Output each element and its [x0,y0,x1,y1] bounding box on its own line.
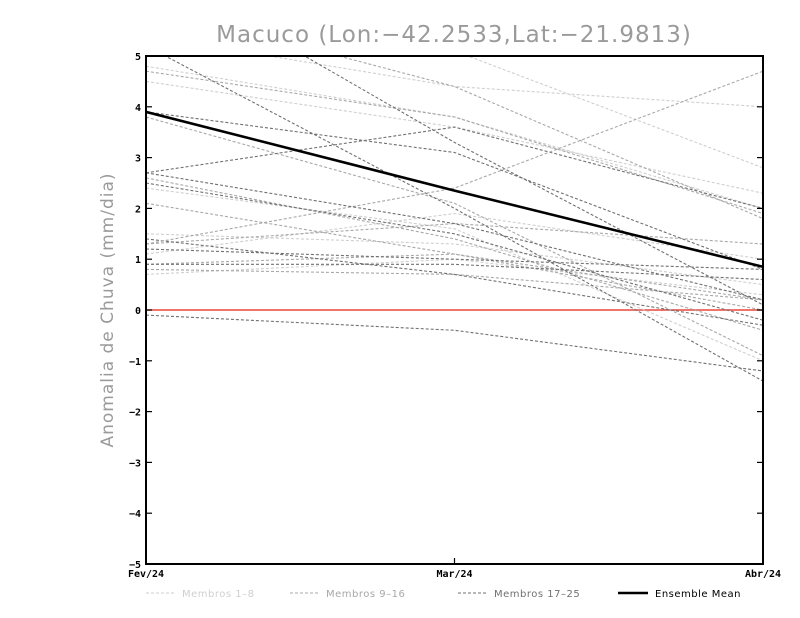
member-line-11 [146,223,763,245]
member-line-20 [303,56,763,306]
member-line-3 [265,56,763,108]
member-line-19 [164,56,763,382]
member-line-24 [146,182,763,321]
legend-item-3: Membros 17–25 [458,589,580,600]
member-line-21 [146,263,763,281]
y-tick-label: 3 [135,154,141,165]
member-line-23 [146,314,763,372]
ensemble-mean-line [146,110,763,269]
member-line-15 [146,116,763,357]
x-tick-label: Mar/24 [436,569,472,580]
member-line-5 [146,187,763,362]
y-tick-label: 1 [135,255,141,266]
x-axis: Fev/24 Mar/24 Abr/24 [128,558,781,580]
series-layer [146,56,763,382]
y-tick-label: −1 [129,357,141,368]
member-line-8 [146,233,763,286]
member-line-25 [146,248,763,270]
legend-label: Membros 1–8 [182,589,255,600]
y-tick-label: 5 [135,52,141,63]
y-tick-label: 0 [135,306,141,317]
y-tick-label: −5 [129,560,141,571]
legend-item-2: Membros 9–16 [290,589,405,600]
member-line-22 [146,238,763,326]
y-tick-label: 2 [135,204,141,215]
y-tick-label: 4 [135,103,141,114]
member-line-9 [146,70,763,215]
legend-item-1: Membros 1–8 [146,589,255,600]
y-axis-label: Anomalia de Chuva (mm/dia) [98,172,118,447]
member-line-12 [146,253,763,301]
member-line-26 [146,70,763,245]
member-line-27 [146,172,763,301]
member-line-14 [336,56,763,220]
y-axis: 5 4 3 2 1 0 −1 −2 −3 −4 −5 [129,52,763,571]
legend-item-4: Ensemble Mean [618,589,741,600]
x-tick-label: Fev/24 [128,569,164,580]
legend-label: Membros 9–16 [326,589,405,600]
y-tick-label: −2 [129,408,141,419]
member-line-18 [146,111,763,270]
member-line-17 [146,126,763,209]
y-tick-label: −3 [129,458,141,469]
member-line-16 [146,268,763,301]
legend-label: Membros 17–25 [494,589,580,600]
legend-label: Ensemble Mean [655,589,741,600]
x-tick-label: Abr/24 [745,569,781,580]
member-line-2 [146,80,763,194]
member-line-1 [146,65,763,209]
legend: Membros 1–8 Membros 9–16 Membros 17–25 Ense… [146,589,741,600]
chart-title: Macuco (Lon:−42.2533,Lat:−21.9813) [216,22,692,48]
y-tick-label: −4 [129,509,141,520]
member-line-6 [146,212,763,260]
member-line-7 [146,258,763,296]
